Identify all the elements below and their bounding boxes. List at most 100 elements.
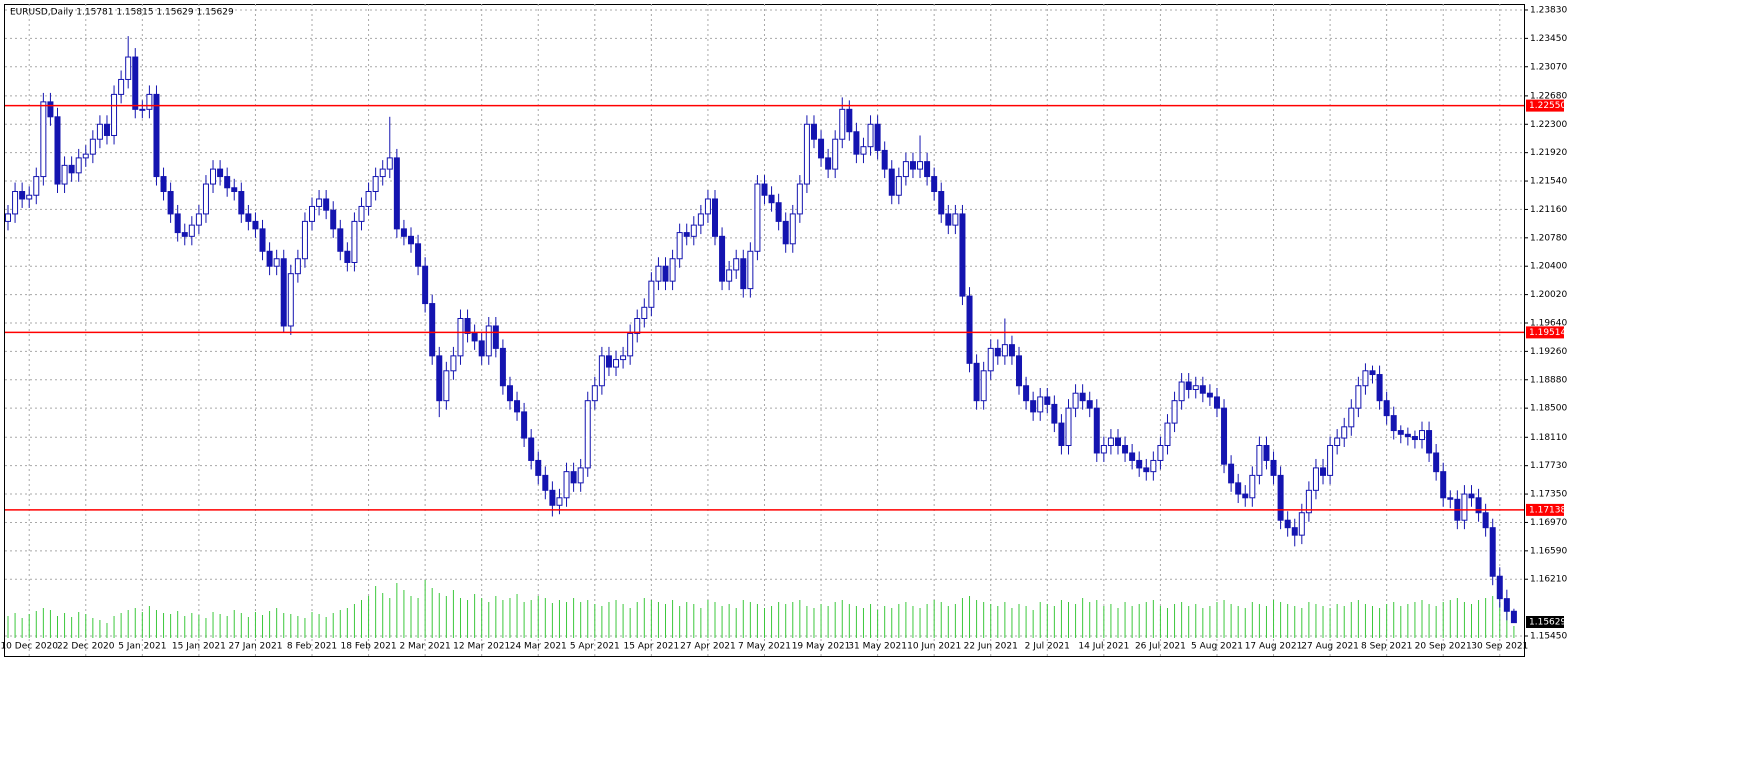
y-tick-label: 1.19640 (1530, 318, 1567, 328)
candle-body (464, 318, 471, 334)
candle-body (1037, 396, 1044, 413)
candle-body (195, 213, 202, 226)
candle-body (132, 56, 139, 110)
candle-body (323, 198, 330, 211)
candle-body (1468, 493, 1475, 499)
x-tick-label: 30 Sep 2021 (1471, 642, 1528, 652)
y-tick-label: 1.23070 (1530, 62, 1567, 72)
candle-body (818, 138, 825, 159)
candle-body (641, 306, 648, 320)
candle-body (514, 400, 521, 413)
candle-body (386, 157, 393, 170)
levels: 1.22550 1.19514 1.17138 1.15629 (5, 99, 1566, 628)
candle-body (1157, 445, 1164, 461)
candle-body (5, 213, 11, 222)
candle-body (471, 332, 478, 342)
x-tick-label: 15 Apr 2021 (624, 642, 680, 652)
candle-body (309, 205, 316, 222)
candle-body (1397, 430, 1404, 435)
candle-body (1100, 445, 1107, 454)
candle-body (690, 224, 697, 237)
candle-body (160, 176, 167, 193)
candle-body (54, 116, 61, 185)
candle-body (662, 265, 669, 282)
y-tick-label: 1.22680 (1530, 91, 1567, 101)
candle-body (1355, 385, 1362, 409)
candle-body (1150, 459, 1157, 473)
candle-body (1221, 407, 1228, 465)
candle-body (1249, 474, 1256, 499)
candle-body (61, 164, 68, 185)
candle-body (188, 224, 195, 237)
x-tick-label: 26 Jul 2021 (1135, 642, 1186, 652)
candle-body (839, 108, 846, 140)
x-tick-label: 2 Jul 2021 (1025, 642, 1070, 652)
candle-body (1107, 437, 1114, 447)
candle-body (620, 355, 627, 361)
candle-body (761, 183, 768, 196)
candle-body (153, 93, 160, 178)
candle-body (931, 176, 938, 193)
candle-body (280, 258, 287, 327)
candle-body (485, 325, 492, 357)
candle-body (429, 303, 436, 357)
candle-body (768, 194, 775, 204)
candle-body (294, 258, 301, 275)
candle-body (316, 198, 323, 207)
candle-body (1228, 463, 1235, 484)
candle-body (676, 232, 683, 260)
candle-body (832, 138, 839, 170)
candle-body (75, 157, 82, 174)
candle-body (1341, 426, 1348, 439)
candle-body (782, 220, 789, 245)
y-tick-label: 1.16590 (1530, 546, 1567, 556)
level-label: 1.17138 (1529, 505, 1566, 515)
candle-body (103, 123, 110, 136)
candle-body (1178, 381, 1185, 402)
candle-body (1086, 400, 1093, 409)
y-tick-label: 1.17350 (1530, 490, 1567, 500)
candle-body (1093, 407, 1100, 454)
candle-body (1426, 430, 1433, 454)
candle-body (1404, 433, 1411, 438)
candle-body (1065, 407, 1072, 447)
candle-body (1171, 400, 1178, 424)
candle-body (648, 280, 655, 308)
chart-title: EURUSD,Daily 1.15781 1.15815 1.15629 1.1… (10, 8, 234, 18)
candle-body (1305, 489, 1312, 514)
y-tick-label: 1.15450 (1530, 632, 1567, 642)
candle-body (902, 161, 909, 178)
level-label-box (1526, 503, 1564, 516)
candle-body (82, 153, 89, 159)
candle-body (1419, 430, 1425, 441)
candle-body (733, 258, 740, 271)
y-tick-label: 1.21920 (1530, 148, 1567, 158)
candle-body (330, 209, 337, 230)
current-price-box (1526, 616, 1564, 628)
candle-body (146, 93, 153, 110)
candle-body (202, 183, 209, 215)
candle-body (499, 347, 506, 387)
x-tick-label: 17 Aug 2021 (1245, 642, 1303, 652)
candle-body (407, 235, 414, 245)
y-tick-label: 1.16210 (1530, 575, 1567, 585)
x-tick-label: 10 Dec 2020 (0, 642, 58, 652)
candle-body (980, 370, 987, 402)
candle-body (1030, 400, 1037, 413)
candle-body (810, 123, 817, 140)
candle-body (952, 213, 959, 226)
x-tick-label: 14 Jul 2021 (1078, 642, 1129, 652)
candle-body (259, 228, 266, 252)
y-tick-label: 1.18880 (1530, 375, 1567, 385)
y-tick-label: 1.22300 (1530, 120, 1567, 130)
candle-body (1362, 370, 1369, 387)
candle-body (478, 340, 485, 357)
candle-body (1192, 385, 1199, 390)
candle-body (959, 213, 966, 297)
candle-body (874, 123, 881, 151)
candle-body (1136, 459, 1143, 469)
x-tick-label: 19 May 2021 (792, 642, 851, 652)
level-label: 1.22550 (1529, 101, 1566, 111)
candle-body (1348, 407, 1355, 428)
y-tick-label: 1.21160 (1530, 205, 1567, 215)
